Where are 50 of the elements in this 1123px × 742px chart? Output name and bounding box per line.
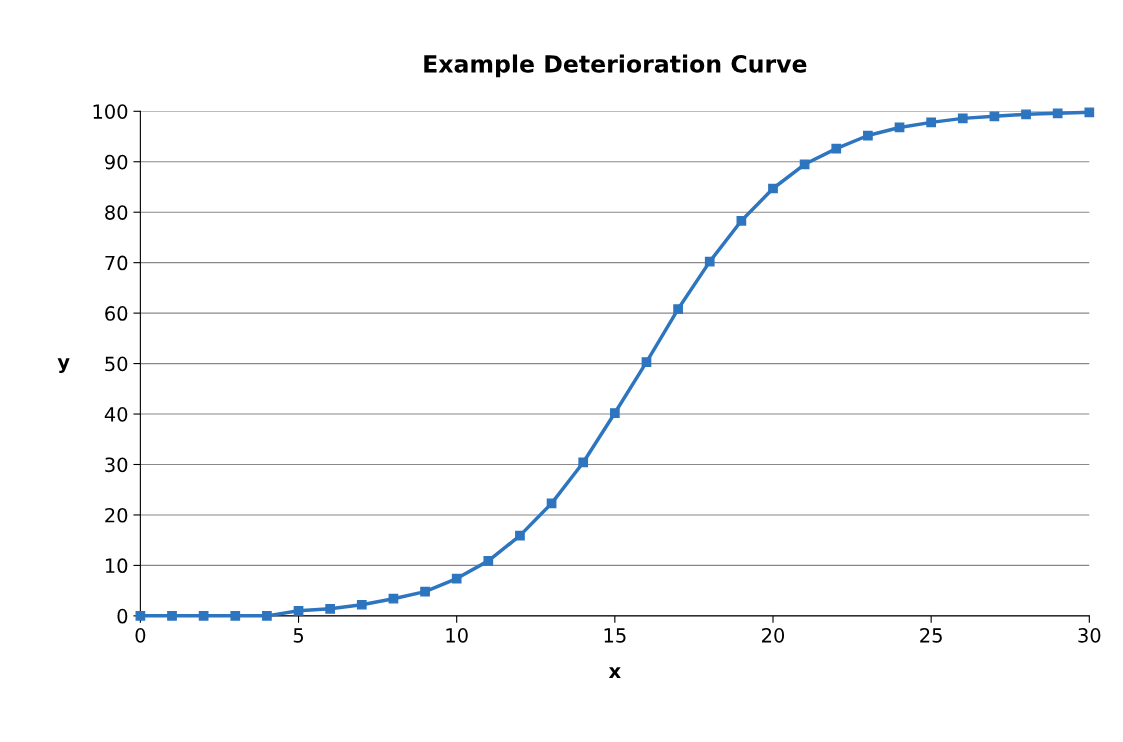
y-tick-label: 90 bbox=[105, 154, 128, 170]
point bbox=[356, 599, 367, 610]
point bbox=[230, 610, 241, 621]
point bbox=[388, 593, 399, 604]
y-tick-label: 20 bbox=[105, 507, 128, 523]
point bbox=[641, 357, 652, 367]
x-axis-title: x bbox=[608, 667, 621, 678]
x-tick-label: 10 bbox=[446, 628, 468, 643]
point bbox=[989, 111, 1000, 122]
y-tick-label: 100 bbox=[93, 104, 128, 119]
point bbox=[704, 256, 715, 267]
point bbox=[609, 408, 620, 418]
point bbox=[420, 586, 430, 597]
point bbox=[831, 143, 842, 154]
x-tick-label: 15 bbox=[604, 628, 626, 643]
y-tick-label: 10 bbox=[105, 558, 128, 574]
point bbox=[768, 183, 778, 194]
point bbox=[1052, 108, 1063, 119]
point bbox=[325, 603, 336, 614]
chart-title: Example Deterioration Curve bbox=[424, 54, 807, 78]
point bbox=[863, 130, 873, 141]
point bbox=[578, 457, 589, 468]
y-tick-label: 50 bbox=[105, 356, 128, 372]
point bbox=[1021, 109, 1031, 120]
y-tick-label: 40 bbox=[104, 406, 128, 422]
point bbox=[799, 159, 810, 170]
point bbox=[957, 113, 968, 124]
point bbox=[451, 573, 462, 584]
x-tick-label: 30 bbox=[1078, 628, 1101, 643]
point bbox=[293, 605, 304, 616]
y-tick-label: 0 bbox=[117, 608, 128, 624]
point bbox=[198, 610, 209, 621]
point bbox=[167, 610, 177, 621]
y-tick-label: 30 bbox=[105, 457, 128, 473]
point bbox=[515, 530, 525, 541]
y-axis-title: y bbox=[57, 358, 70, 373]
x-tick-label: 5 bbox=[293, 628, 304, 643]
point bbox=[262, 610, 272, 621]
y-tick-label: 60 bbox=[105, 306, 128, 321]
point bbox=[736, 215, 747, 226]
point bbox=[546, 498, 557, 509]
point bbox=[673, 304, 683, 314]
x-tick-label: 25 bbox=[920, 628, 942, 643]
point bbox=[483, 556, 494, 566]
x-tick-label: 0 bbox=[135, 628, 146, 643]
point bbox=[926, 117, 937, 128]
y-tick-label: 80 bbox=[105, 205, 128, 220]
x-tick-label: 20 bbox=[762, 628, 785, 643]
point bbox=[1084, 107, 1095, 118]
y-tick-label: 70 bbox=[105, 255, 128, 271]
